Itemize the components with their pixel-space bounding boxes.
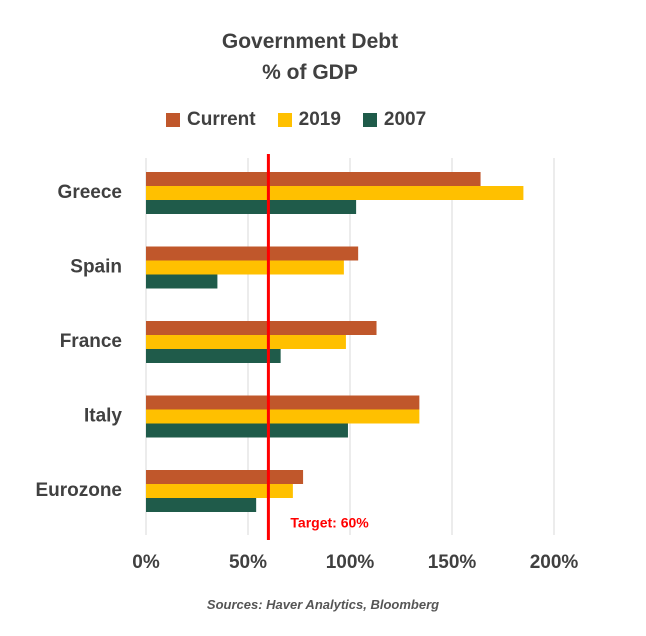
- category-label-eurozone: Eurozone: [35, 480, 122, 501]
- x-tick-label-150-: 150%: [428, 552, 477, 573]
- legend-item-current: Current: [166, 109, 256, 131]
- chart-legend: Current 2019 2007: [166, 109, 448, 131]
- target-reference-label: Target: 60%: [290, 515, 369, 531]
- x-tick-label-100-: 100%: [326, 552, 375, 573]
- bar-eurozone-2019: [146, 484, 293, 498]
- legend-item-2019: 2019: [277, 109, 341, 131]
- bar-italy-2007: [146, 423, 348, 438]
- bar-eurozone-2007: [146, 498, 257, 512]
- bar-greece-current: [146, 172, 481, 186]
- chart-title: Government Debt: [221, 30, 399, 53]
- bar-france-2007: [146, 349, 281, 363]
- legend-swatch-2019: [277, 113, 292, 127]
- bar-spain-2007: [146, 274, 218, 289]
- bar-eurozone-current: [146, 470, 304, 484]
- category-label-greece: Greece: [58, 182, 122, 203]
- bar-spain-2019: [146, 260, 344, 275]
- bar-greece-2007: [146, 200, 357, 214]
- legend-label-2007: 2007: [383, 109, 427, 130]
- x-tick-label-200-: 200%: [530, 552, 579, 573]
- category-label-italy: Italy: [84, 406, 122, 427]
- category-label-france: France: [60, 331, 122, 352]
- legend-label-current: Current: [187, 109, 256, 130]
- bar-italy-2019: [146, 409, 420, 424]
- legend-item-2007: 2007: [362, 109, 427, 131]
- bar-france-current: [146, 321, 377, 335]
- source-note: Sources: Haver Analytics, Bloomberg: [206, 597, 440, 612]
- x-tick-label-50-: 50%: [229, 552, 267, 573]
- bar-italy-current: [146, 395, 420, 410]
- bar-france-2019: [146, 335, 346, 349]
- category-label-spain: Spain: [70, 257, 122, 278]
- x-tick-label-0-: 0%: [132, 552, 160, 573]
- legend-label-2019: 2019: [298, 109, 341, 130]
- chart-subtitle: % of GDP: [262, 61, 358, 84]
- legend-swatch-2007: [362, 113, 377, 127]
- legend-swatch-current: [166, 113, 180, 127]
- bar-greece-2019: [146, 186, 524, 200]
- bar-spain-current: [146, 246, 359, 261]
